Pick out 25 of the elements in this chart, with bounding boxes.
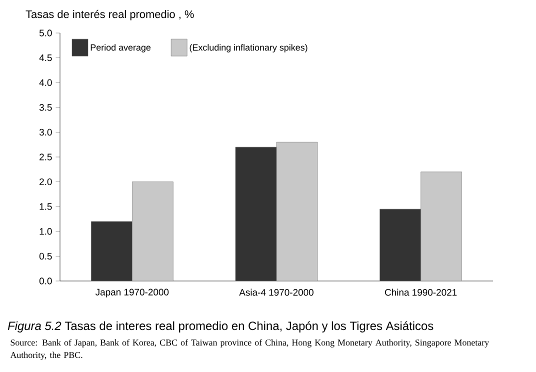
- text: Figura 5.2 Tasas de interes real promedio en China, Japón y los Tigres Asiáticos: [8, 321, 434, 332]
- x-tick-label: China 1990-2021: [385, 288, 457, 296]
- bar: [91, 221, 132, 281]
- y-tick-label: 1.5: [40, 203, 52, 210]
- bar: [380, 208, 421, 281]
- bar: [235, 146, 277, 281]
- y-tick-label: 0.0: [39, 278, 52, 284]
- y-tick-label: 1.0: [40, 228, 52, 235]
- source-note: Source: Bank of Japan, Bank of Korea, CBC of Taiwan province of China, Hong Kong Monetary Authority, Singapore Monetary Authority, the PBC.: [10, 339, 490, 360]
- legend-label: (Excluding inflationary spikes): [190, 44, 308, 52]
- bar: [420, 172, 462, 281]
- y-tick-label: 3.0: [39, 128, 52, 136]
- bar: [276, 142, 318, 281]
- y-tick-label: 2.5: [40, 154, 52, 160]
- bar: [132, 182, 174, 281]
- x-tick-label: Asia-4 1970-2000: [239, 288, 314, 296]
- y-tick-label: 0.5: [39, 252, 52, 260]
- y-axis-title: Tasas de interés real promedio , %: [26, 10, 194, 20]
- y-tick-label: 2.0: [40, 178, 52, 186]
- y-tick-label: 3.5: [39, 104, 52, 111]
- x-tick-label: Japan 1970-2000: [95, 288, 169, 298]
- y-tick-label: 5.0: [39, 30, 52, 36]
- y-tick-label: 4.0: [39, 79, 52, 86]
- legend-label: Period average: [90, 44, 151, 52]
- y-tick-label: 4.5: [39, 54, 52, 62]
